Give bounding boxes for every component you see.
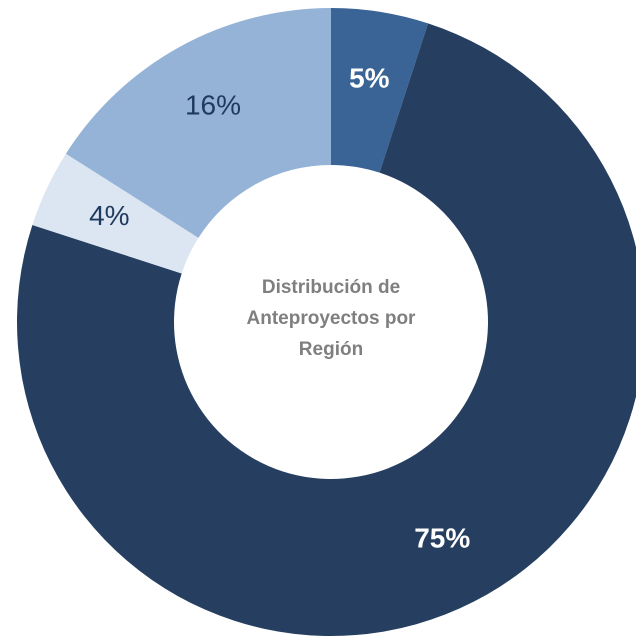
data-label: 5% <box>349 62 390 93</box>
data-label: 75% <box>414 523 470 554</box>
donut-slice <box>65 8 331 238</box>
chart-title: Distribución de Anteproyectos por Región <box>246 277 416 360</box>
donut-slice <box>32 153 199 274</box>
donut-slice <box>17 23 636 636</box>
donut-slice <box>331 8 429 173</box>
data-label: 16% <box>185 90 241 121</box>
data-label: 4% <box>89 200 129 231</box>
